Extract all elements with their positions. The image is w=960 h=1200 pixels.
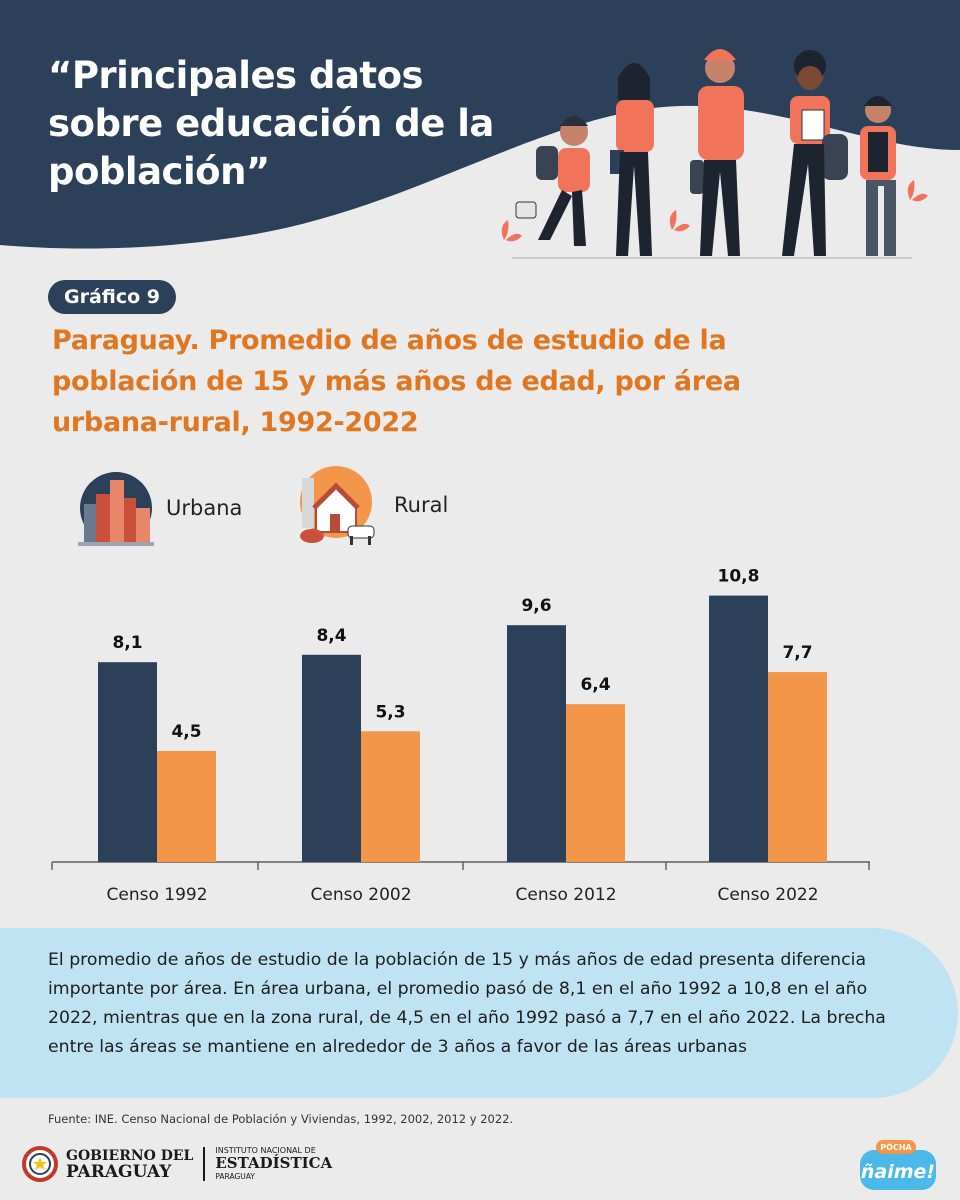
- pocha-naime-logo: PÓCHA ñaime!: [860, 1140, 936, 1190]
- farm-icon: [300, 466, 375, 545]
- x-tick-label: Censo 2012: [515, 885, 616, 905]
- legend-rural-label: Rural: [394, 493, 449, 517]
- data-label-rural-1: 4,5: [171, 722, 201, 742]
- bar-urbana-4: [709, 595, 768, 862]
- info-text: El promedio de años de estudio de la pob…: [48, 950, 886, 1057]
- government-logo: GOBIERNO DEL PARAGUAY INSTITUTO NACIONAL…: [22, 1144, 332, 1183]
- data-label-urbana-3: 9,6: [521, 596, 551, 616]
- brand-main-text: ñaime!: [861, 1161, 935, 1183]
- data-label-rural-3: 6,4: [580, 675, 610, 695]
- city-icon: [78, 472, 154, 546]
- data-label-urbana-1: 8,1: [112, 633, 142, 653]
- legend-rural: Rural: [292, 464, 448, 546]
- gov-line-2: PARAGUAY: [66, 1161, 172, 1182]
- ine-line-3: PARAGUAY: [215, 1172, 255, 1181]
- bar-rural-4: [768, 672, 827, 862]
- source-note: Fuente: INE. Censo Nacional de Población…: [48, 1112, 514, 1126]
- bar-urbana-3: [507, 625, 566, 862]
- ine-line-1: INSTITUTO NACIONAL DE: [215, 1146, 316, 1155]
- bar-chart: 8,1 4,5 Censo 1992 8,4 5,3 Censo 2002 9,6 6,4 Ce…: [51, 567, 870, 905]
- legend-urban-label: Urbana: [166, 496, 243, 520]
- chart-number-badge: Gráfico 9: [48, 280, 177, 314]
- data-label-urbana-2: 8,4: [316, 626, 346, 646]
- x-tick-label: Censo 2022: [717, 885, 818, 905]
- chart-title: Paraguay. Promedio de años de estudio de…: [52, 325, 741, 438]
- page-title: “Principales datos sobre educación de la…: [48, 54, 494, 193]
- data-label-rural-4: 7,7: [782, 643, 812, 663]
- bar-rural-1: [157, 751, 216, 862]
- x-tick-label: Censo 2002: [310, 885, 411, 905]
- bar-urbana-2: [302, 654, 361, 862]
- data-label-urbana-4: 10,8: [718, 567, 760, 587]
- bar-urbana-1: [98, 662, 157, 862]
- students-illustration: [501, 49, 928, 259]
- brand-small-text: PÓCHA: [880, 1141, 912, 1152]
- paraguay-seal-icon: [22, 1145, 58, 1182]
- info-box: [0, 928, 958, 1098]
- x-tick-label: Censo 1992: [106, 885, 207, 905]
- ine-text: INSTITUTO NACIONAL DE ESTADÍSTICA PARAGU…: [215, 1144, 332, 1183]
- bar-rural-3: [566, 704, 625, 862]
- bar-rural-2: [361, 731, 420, 862]
- logo-divider: [203, 1146, 206, 1181]
- gov-text: GOBIERNO DEL PARAGUAY: [66, 1147, 194, 1182]
- gov-line-1: GOBIERNO DEL: [66, 1147, 194, 1164]
- ine-line-2: ESTADÍSTICA: [215, 1154, 333, 1172]
- legend-urban: Urbana: [78, 470, 242, 546]
- data-label-rural-2: 5,3: [375, 702, 405, 722]
